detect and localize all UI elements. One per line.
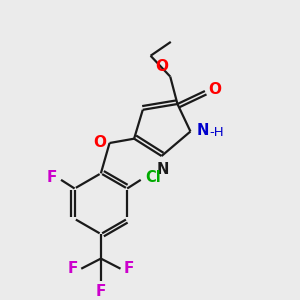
Text: Cl: Cl <box>145 170 161 185</box>
Text: F: F <box>46 170 57 185</box>
Text: -H: -H <box>209 125 224 139</box>
Text: N: N <box>197 123 209 138</box>
Text: O: O <box>156 59 169 74</box>
Text: O: O <box>93 135 106 150</box>
Text: O: O <box>208 82 221 97</box>
Text: F: F <box>96 284 106 299</box>
Text: N: N <box>156 162 169 177</box>
Text: F: F <box>123 261 134 276</box>
Text: F: F <box>68 261 78 276</box>
